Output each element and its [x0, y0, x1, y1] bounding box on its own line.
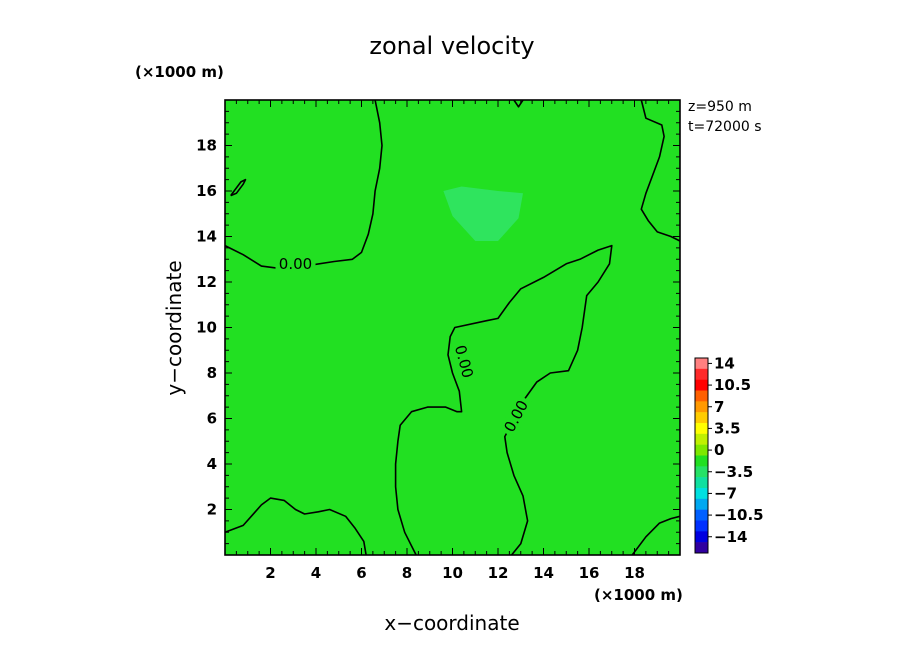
y-tick-label: 2: [207, 501, 217, 519]
x-tick-label: 10: [442, 564, 463, 582]
x-tick-label: 8: [402, 564, 412, 582]
contour-line-6: [631, 515, 681, 556]
colorbar-label: −10.5: [714, 506, 764, 524]
colorbar-label: 10.5: [714, 376, 751, 394]
x-unit-label: (×1000 m): [594, 586, 683, 604]
contour-line-2: [513, 99, 524, 108]
y-tick-label: 8: [207, 364, 217, 382]
x-tick-label: 4: [311, 564, 321, 582]
colorbar-label: −7: [714, 484, 737, 502]
colorbar-swatch: [695, 509, 708, 521]
y-tick-label: 16: [196, 182, 217, 200]
contour-line-3: [640, 99, 681, 242]
colorbar-label: 14: [714, 354, 735, 372]
colorbar-label: 0: [714, 441, 724, 459]
colorbar-swatch: [695, 423, 708, 435]
colorbar-swatch: [695, 488, 708, 500]
y-tick-label: 4: [207, 455, 217, 473]
colorbar-swatch: [695, 444, 708, 456]
contour-label-bg-2: [498, 394, 534, 439]
contour-label-bg-1: [450, 339, 478, 384]
colorbar-swatch: [695, 368, 708, 380]
x-tick-label: 14: [533, 564, 554, 582]
x-axis-label: x−coordinate: [384, 611, 519, 635]
colorbar-swatch: [695, 542, 708, 554]
y-tick-label: 6: [207, 410, 217, 428]
y-tick-label: 12: [196, 273, 217, 291]
colorbar-swatch: [695, 477, 708, 489]
colorbar-swatch: [695, 401, 708, 413]
field-background: [225, 100, 680, 555]
x-tick-label: 16: [579, 564, 600, 582]
colorbar-swatch: [695, 466, 708, 478]
y-tick-label: 14: [196, 228, 217, 246]
y-axis-label: y−coordinate: [162, 260, 186, 395]
colorbar-swatch: [695, 412, 708, 424]
colorbar-label: −14: [714, 528, 747, 546]
contour-line-5: [224, 497, 367, 556]
colorbar: 14 10.5 7 3.5 0 −3.5 −7 −10.5 −14: [694, 354, 764, 554]
colorbar-swatch: [695, 379, 708, 391]
contour-label-0: 0.00: [279, 255, 312, 273]
colorbar-frame: [694, 357, 709, 554]
colorbar-swatch: [695, 498, 708, 510]
colorbar-label: 3.5: [714, 419, 741, 437]
colorbar-swatch: [695, 433, 708, 445]
y-tick-label: 18: [196, 137, 217, 155]
colorbar-label: 7: [714, 398, 724, 416]
colorbar-swatch: [695, 520, 708, 532]
contour-line-1: [230, 178, 247, 197]
x-tick-label: 12: [488, 564, 509, 582]
x-tick-label: 6: [356, 564, 366, 582]
colorbar-swatch: [695, 531, 708, 543]
y-tick-label: 10: [196, 319, 217, 337]
contour-label-bg-0: [275, 254, 316, 273]
z-annotation: z=950 m: [688, 99, 752, 115]
chart-title: zonal velocity: [369, 32, 534, 60]
x-tick-label: 18: [624, 564, 645, 582]
contour-line-0: [224, 99, 383, 270]
t-annotation: t=72000 s: [688, 119, 762, 135]
negative-velocity-patch: [443, 186, 523, 241]
y-unit-label: (×1000 m): [135, 63, 224, 81]
colorbar-swatch: [695, 358, 708, 370]
x-tick-label: 2: [265, 564, 275, 582]
colorbar-swatch: [695, 455, 708, 467]
contour-label-group-0: 0.00: [275, 254, 316, 273]
colorbar-label: −3.5: [714, 463, 753, 481]
colorbar-swatch: [695, 390, 708, 402]
